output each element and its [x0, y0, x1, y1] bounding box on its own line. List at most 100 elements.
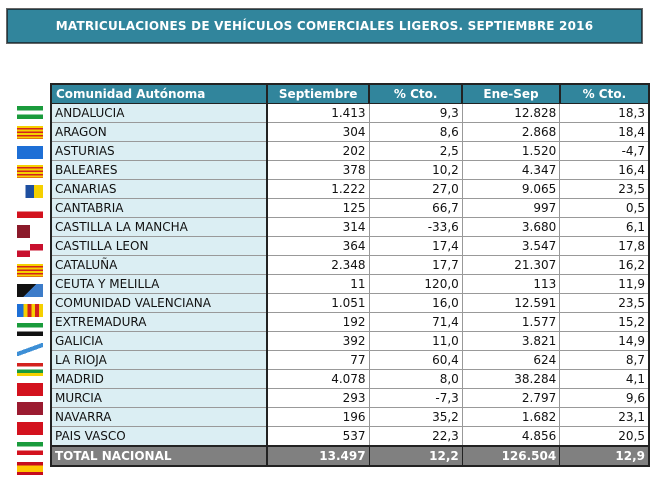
total-jan-sep: 126.504	[461, 445, 561, 467]
registrations-table: Comunidad Autónoma Septiembre % Cto. Ene…	[50, 83, 650, 467]
region-flag-icon	[17, 441, 43, 455]
cell-community: ASTURIAS	[50, 141, 269, 161]
table-row: MADRID 4.078 8,0 38.284 4,1	[50, 369, 650, 389]
cell-community: ARAGON	[50, 122, 269, 142]
cell-september: 1.051	[266, 293, 370, 313]
cell-jan-sep: 997	[461, 198, 561, 218]
region-flag-icon	[17, 343, 43, 356]
cell-jan-sep: 3.680	[461, 217, 561, 237]
cell-september: 4.078	[266, 369, 370, 389]
table-row: LA RIOJA 77 60,4 624 8,7	[50, 350, 650, 370]
region-flag-icon	[17, 323, 43, 337]
region-flag-icon	[17, 303, 43, 317]
cell-september: 537	[266, 426, 370, 447]
cell-community: CEUTA Y MELILLA	[50, 274, 269, 294]
header-community: Comunidad Autónoma	[50, 83, 269, 104]
cell-growth-month: 17,4	[368, 236, 463, 256]
cell-growth-ytd: 15,2	[559, 312, 650, 332]
cell-jan-sep: 1.682	[461, 407, 561, 427]
cell-growth-ytd: 9,6	[559, 388, 650, 408]
cell-community: EXTREMADURA	[50, 312, 269, 332]
cell-growth-month: -7,3	[368, 388, 463, 408]
table-row: ASTURIAS 202 2,5 1.520 -4,7	[50, 141, 650, 161]
cell-growth-month: 35,2	[368, 407, 463, 427]
table-row: CANTABRIA 125 66,7 997 0,5	[50, 198, 650, 218]
cell-september: 2.348	[266, 255, 370, 275]
cell-jan-sep: 1.520	[461, 141, 561, 161]
cell-jan-sep: 4.856	[461, 426, 561, 447]
cell-community: BALEARES	[50, 160, 269, 180]
table-row: CANARIAS 1.222 27,0 9.065 23,5	[50, 179, 650, 199]
table-row: BALEARES 378 10,2 4.347 16,4	[50, 160, 650, 180]
cell-growth-month: 17,7	[368, 255, 463, 275]
cell-growth-month: 10,2	[368, 160, 463, 180]
region-flag-icon	[17, 185, 43, 198]
table-row: NAVARRA 196 35,2 1.682 23,1	[50, 407, 650, 427]
cell-growth-month: 16,0	[368, 293, 463, 313]
cell-growth-month: 66,7	[368, 198, 463, 218]
cell-growth-ytd: 16,2	[559, 255, 650, 275]
cell-growth-month: 8,6	[368, 122, 463, 142]
table-row: CEUTA Y MELILLA 11 120,0 113 11,9	[50, 274, 650, 294]
region-flag-icon	[17, 224, 43, 238]
cell-growth-ytd: 16,4	[559, 160, 650, 180]
cell-growth-ytd: 6,1	[559, 217, 650, 237]
cell-growth-ytd: 23,5	[559, 179, 650, 199]
cell-growth-month: 22,3	[368, 426, 463, 447]
cell-growth-month: 27,0	[368, 179, 463, 199]
cell-september: 378	[266, 160, 370, 180]
cell-community: GALICIA	[50, 331, 269, 351]
cell-jan-sep: 624	[461, 350, 561, 370]
cell-jan-sep: 4.347	[461, 160, 561, 180]
cell-jan-sep: 12.591	[461, 293, 561, 313]
cell-growth-ytd: 4,1	[559, 369, 650, 389]
cell-jan-sep: 113	[461, 274, 561, 294]
cell-community: NAVARRA	[50, 407, 269, 427]
table-row: ANDALUCIA 1.413 9,3 12.828 18,3	[50, 103, 650, 123]
cell-september: 293	[266, 388, 370, 408]
cell-jan-sep: 2.797	[461, 388, 561, 408]
table-row: CATALUÑA 2.348 17,7 21.307 16,2	[50, 255, 650, 275]
cell-community: PAIS VASCO	[50, 426, 269, 447]
table-row: ARAGON 304 8,6 2.868 18,4	[50, 122, 650, 142]
region-flag-icon	[17, 204, 43, 218]
cell-september: 192	[266, 312, 370, 332]
region-flag-icon	[17, 422, 43, 435]
table-header: Comunidad Autónoma Septiembre % Cto. Ene…	[50, 83, 650, 104]
cell-growth-ytd: 14,9	[559, 331, 650, 351]
total-row: TOTAL NACIONAL 13.497 12,2 126.504 12,9	[50, 445, 650, 467]
cell-community: CASTILLA LA MANCHA	[50, 217, 269, 237]
total-growth-month: 12,2	[368, 445, 463, 467]
header-growth-month: % Cto.	[368, 83, 464, 104]
cell-growth-month: -33,6	[368, 217, 463, 237]
region-flag-icon	[17, 125, 43, 139]
cell-growth-ytd: 20,5	[559, 426, 650, 447]
table-row: EXTREMADURA 192 71,4 1.577 15,2	[50, 312, 650, 332]
table-row: PAIS VASCO 537 22,3 4.856 20,5	[50, 426, 650, 447]
page-title: MATRICULACIONES DE VEHÍCULOS COMERCIALES…	[7, 9, 642, 43]
cell-growth-ytd: 18,4	[559, 122, 650, 142]
cell-growth-ytd: 8,7	[559, 350, 650, 370]
region-flag-icon	[17, 362, 43, 376]
table-row: CASTILLA LA MANCHA 314 -33,6 3.680 6,1	[50, 217, 650, 237]
cell-growth-ytd: 11,9	[559, 274, 650, 294]
cell-jan-sep: 12.828	[461, 103, 561, 123]
region-flag-icon	[17, 382, 43, 396]
region-flag-icon	[17, 461, 43, 475]
region-flag-icon	[17, 165, 43, 179]
cell-community: MADRID	[50, 369, 269, 389]
region-flag-icon	[17, 244, 43, 258]
cell-september: 392	[266, 331, 370, 351]
total-september: 13.497	[266, 445, 370, 467]
cell-growth-ytd: 17,8	[559, 236, 650, 256]
cell-community: CANTABRIA	[50, 198, 269, 218]
flags-column	[17, 103, 43, 481]
region-flag-icon	[17, 283, 43, 297]
region-flag-icon	[17, 264, 43, 277]
cell-jan-sep: 1.577	[461, 312, 561, 332]
cell-september: 11	[266, 274, 370, 294]
cell-growth-month: 9,3	[368, 103, 463, 123]
cell-growth-month: 2,5	[368, 141, 463, 161]
table-row: GALICIA 392 11,0 3.821 14,9	[50, 331, 650, 351]
table-row: COMUNIDAD VALENCIANA 1.051 16,0 12.591 23,5	[50, 293, 650, 313]
